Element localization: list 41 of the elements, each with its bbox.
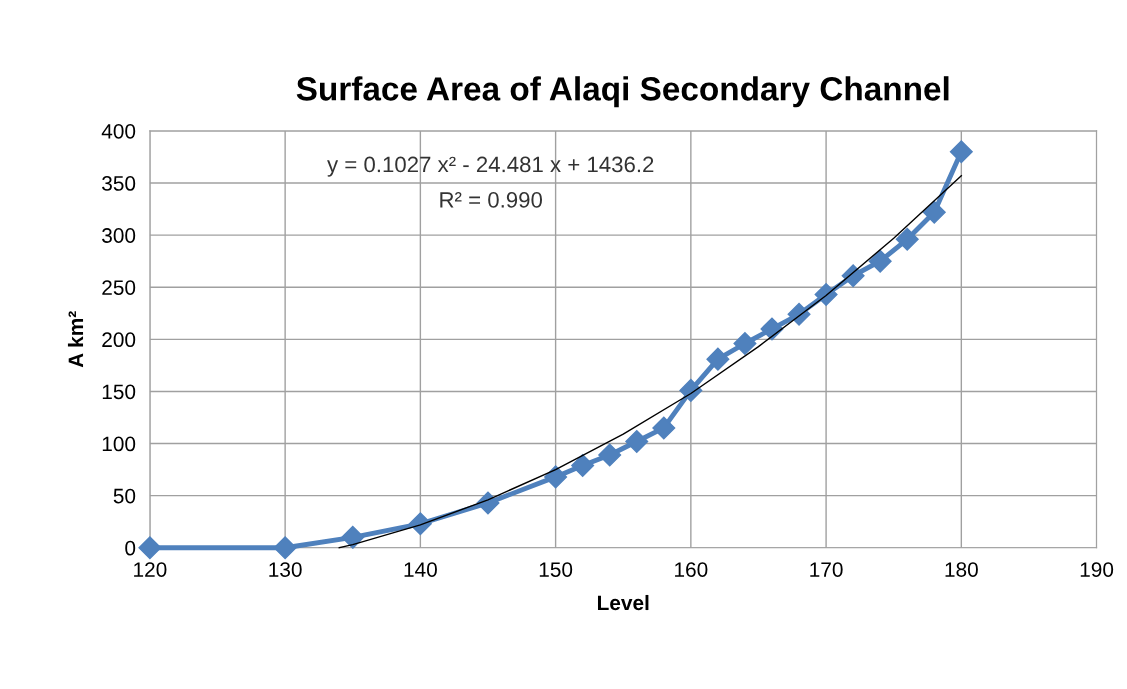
point [868, 249, 892, 273]
point [895, 227, 919, 251]
y-tick-label: 300 [102, 228, 136, 243]
y-tick-label: 250 [102, 280, 136, 295]
x-axis-title: Level [597, 594, 649, 611]
x-tick-label: 190 [1080, 562, 1114, 577]
x-tick-label: 160 [675, 562, 708, 577]
x-tick-label: 150 [539, 562, 573, 577]
x-tick-label: 140 [404, 562, 437, 577]
y-axis-title: A km² [67, 311, 84, 368]
point [814, 283, 838, 307]
point [706, 347, 730, 371]
x-tick-label: 120 [134, 562, 167, 577]
point [138, 536, 162, 560]
point [949, 140, 973, 164]
point [733, 332, 757, 355]
x-tick-label: 170 [810, 562, 843, 577]
point [598, 443, 622, 467]
point [273, 536, 297, 560]
y-tick-label: 200 [102, 332, 136, 348]
x-tick-label: 180 [945, 562, 978, 577]
point [679, 378, 703, 402]
point [341, 525, 365, 549]
point [652, 416, 676, 440]
point [625, 429, 649, 453]
y-tick-label: 150 [102, 384, 136, 400]
annotation: y = 0.1027 x² - 24.481 x + 1436.2 [327, 156, 654, 177]
point [787, 302, 811, 326]
point [544, 465, 568, 489]
chart-title: Surface Area of Alaqi Secondary Channel [296, 76, 949, 108]
point [841, 264, 865, 288]
y-tick-label: 50 [113, 488, 136, 504]
y-tick-label: 400 [101, 123, 136, 139]
annotation: R² = 0.990 [440, 192, 543, 208]
point [571, 453, 595, 477]
y-tick-label: 0 [125, 540, 136, 556]
point [922, 200, 946, 224]
line-series [338, 175, 963, 549]
y-tick-label: 350 [102, 176, 136, 191]
y-tick-label: 100 [102, 436, 136, 452]
x-tick-label: 130 [269, 562, 302, 577]
